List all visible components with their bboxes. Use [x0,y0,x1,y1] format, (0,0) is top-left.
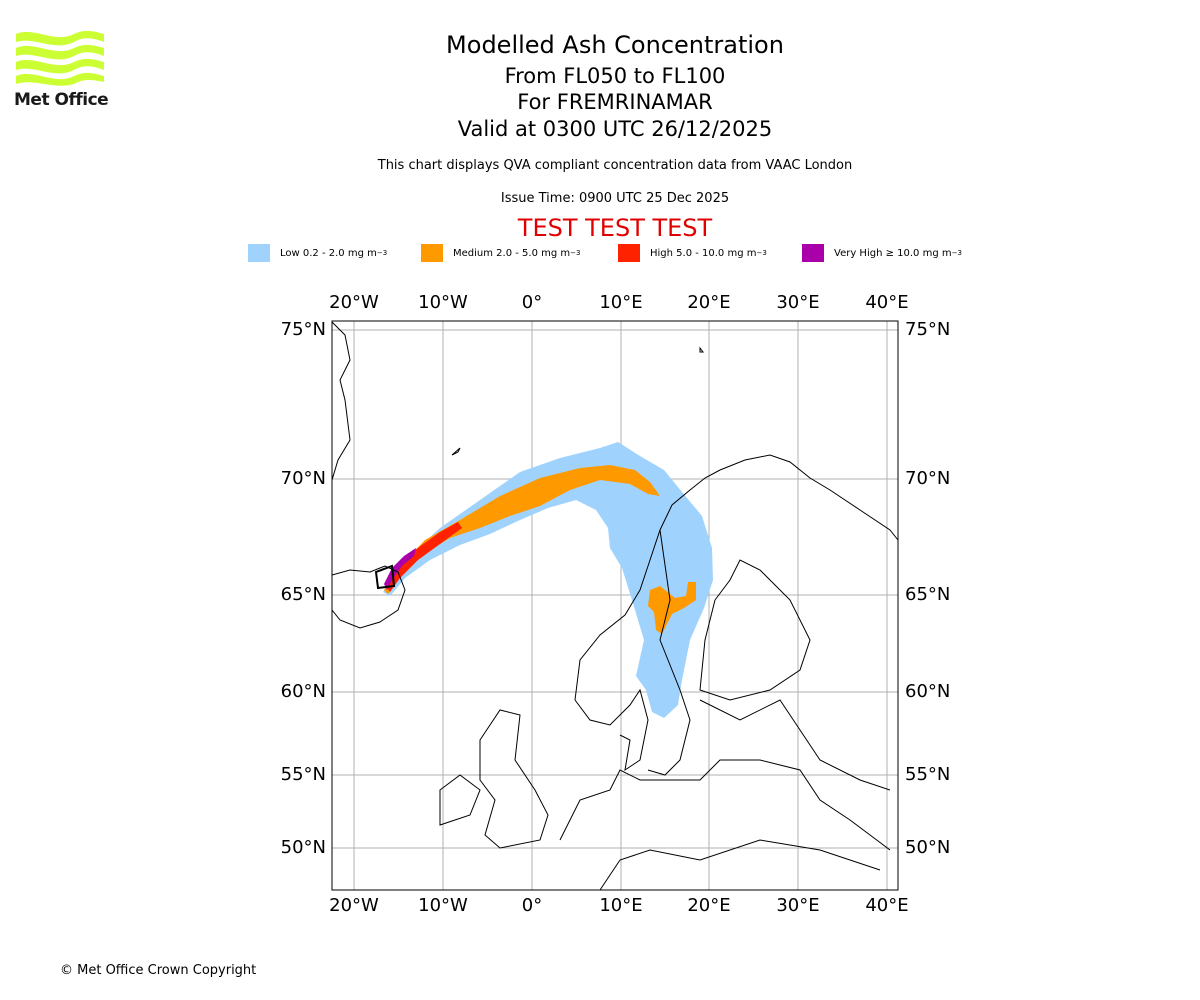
lon-label-top: 10°W [418,292,468,313]
logo-text: Met Office [14,90,109,110]
legend-sup: −3 [570,249,581,257]
lat-label-right: 75°N [905,319,951,340]
copyright: © Met Office Crown Copyright [60,963,257,978]
legend-high: High 5.0 - 10.0 mg m −3 [618,244,767,262]
volcano-name: For FREMRINAMAR [517,90,713,114]
lat-label-left: 70°N [280,468,326,489]
lat-label-left: 50°N [280,837,326,858]
legend-label: High 5.0 - 10.0 mg m [650,247,757,259]
ash-very-high [384,548,416,590]
lon-label-top: 20°W [329,292,379,313]
chart-title: Modelled Ash Concentration [446,31,784,59]
lon-label-top: 40°E [865,292,909,313]
legend-swatch [248,244,270,262]
legend-sup: −3 [951,249,962,257]
lon-label-bottom: 20°W [329,895,379,916]
met-office-logo [14,30,106,92]
valid-time: Valid at 0300 UTC 26/12/2025 [457,117,773,141]
chart-note: This chart displays QVA compliant concen… [377,158,853,173]
legend-medium: Medium 2.0 - 5.0 mg m −3 [421,244,580,262]
lon-label-bottom: 10°W [418,895,468,916]
legend-label: Low 0.2 - 2.0 mg m [280,247,377,259]
test-banner: TEST TEST TEST [517,214,713,242]
lat-label-left: 60°N [280,681,326,702]
lon-label-bottom: 10°E [599,895,643,916]
legend-swatch [618,244,640,262]
ash-medium [384,465,696,634]
lat-label-left: 75°N [280,319,326,340]
lon-label-top: 10°E [599,292,643,313]
flight-levels: From FL050 to FL100 [504,64,726,88]
legend-swatch [421,244,443,262]
lat-label-left: 55°N [280,764,326,785]
legend-sup: −3 [376,249,388,257]
lat-label-right: 65°N [905,584,951,605]
lon-label-top: 30°E [776,292,820,313]
legend-sup: −3 [756,249,767,257]
lat-label-right: 60°N [905,681,951,702]
graticule [332,321,898,890]
lon-label-top: 20°E [687,292,731,313]
logo-waves-icon [16,30,104,86]
ash-high [386,522,462,592]
lon-label-bottom: 0° [521,895,543,916]
legend-label: Medium 2.0 - 5.0 mg m [453,247,571,259]
lat-label-left: 65°N [280,584,326,605]
ash-low [383,442,713,718]
lon-label-bottom: 20°E [687,895,731,916]
coastlines [332,321,898,890]
lon-label-bottom: 40°E [865,895,909,916]
issue-time: Issue Time: 0900 UTC 25 Dec 2025 [500,191,730,206]
lat-label-right: 70°N [905,468,951,489]
lon-label-bottom: 30°E [776,895,820,916]
legend-very-high: Very High ≥ 10.0 mg m −3 [802,244,962,262]
legend-label: Very High ≥ 10.0 mg m [834,247,952,259]
lat-label-right: 50°N [905,837,951,858]
lon-label-top: 0° [521,292,543,313]
legend-low: Low 0.2 - 2.0 mg m −3 [248,244,387,262]
map-frame [331,320,899,891]
legend-swatch [802,244,824,262]
lat-label-right: 55°N [905,764,951,785]
